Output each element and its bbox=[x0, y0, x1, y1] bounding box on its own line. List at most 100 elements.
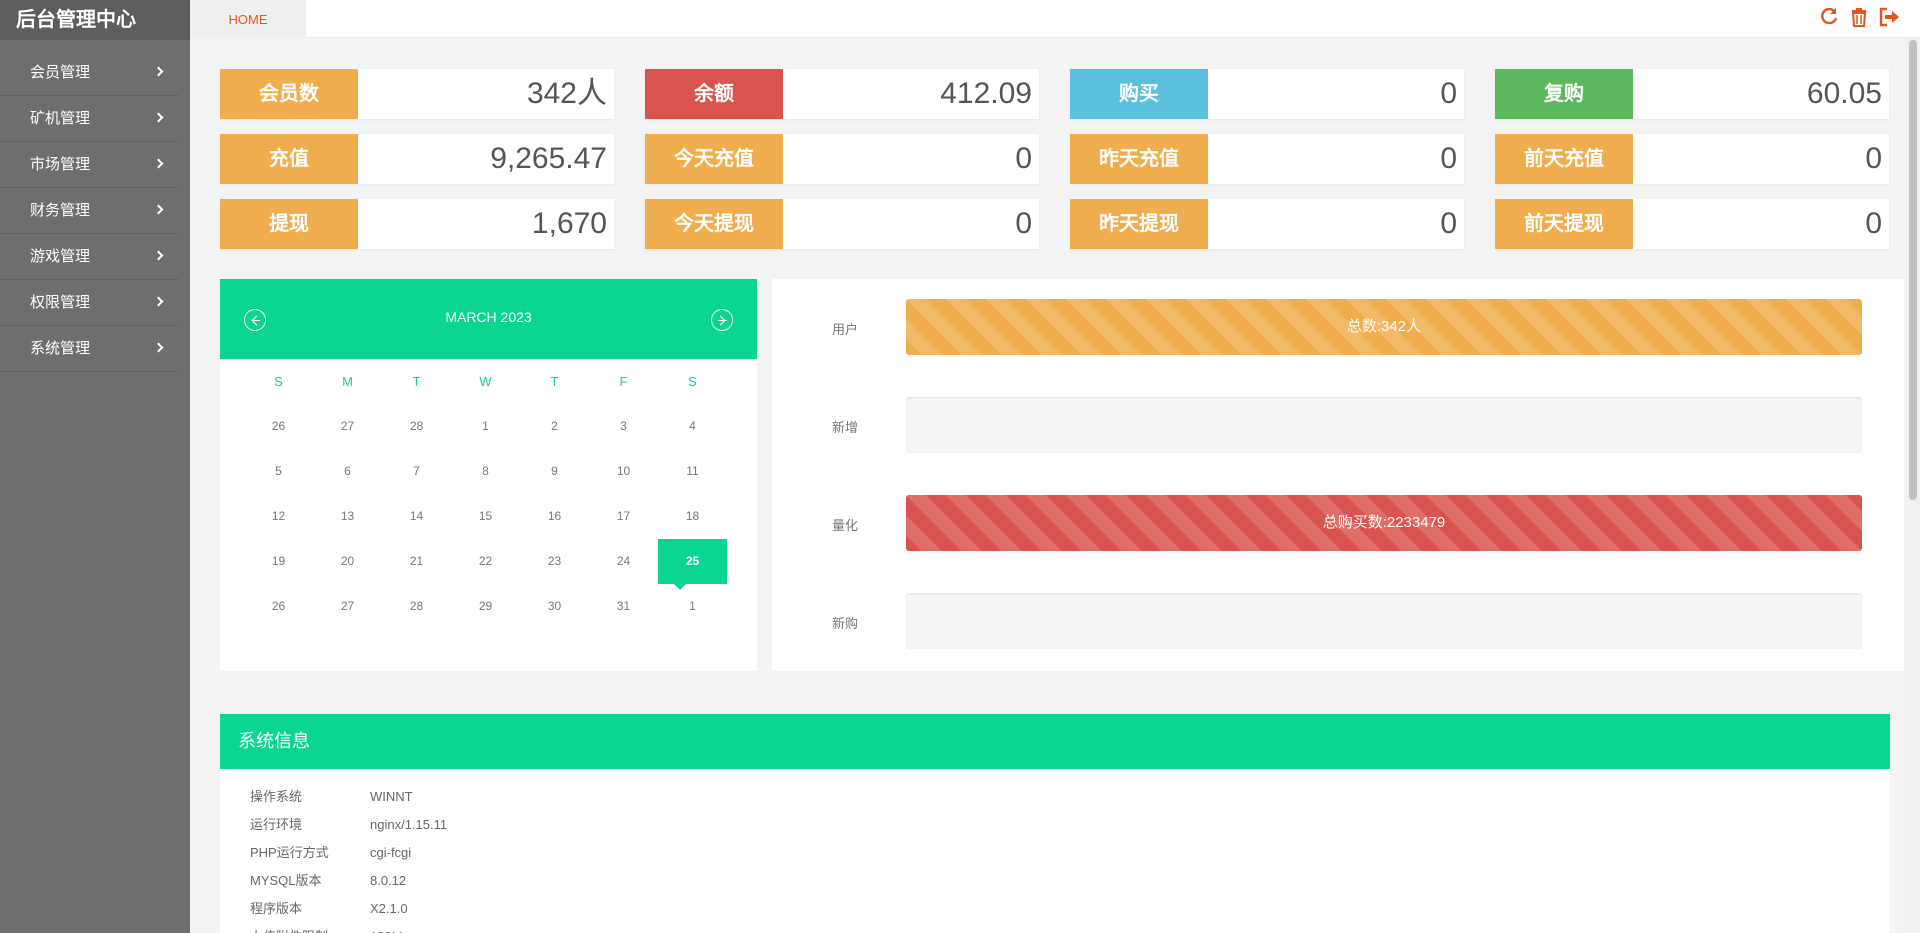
stat-label: 余额 bbox=[645, 69, 783, 119]
progress-label: 新增 bbox=[832, 420, 859, 435]
info-row: PHP运行方式 cgi-fcgi bbox=[250, 839, 1890, 867]
calendar-day[interactable]: 1 bbox=[482, 419, 489, 433]
calendar-week: 5 6 7 8 9 10 11 bbox=[244, 449, 734, 494]
arrow-right-icon[interactable] bbox=[711, 309, 733, 331]
info-key: 运行环境 bbox=[250, 817, 303, 832]
calendar-day[interactable]: 23 bbox=[547, 554, 562, 568]
stat-value: 0 bbox=[1440, 207, 1457, 240]
stat-value: 0 bbox=[1865, 142, 1882, 175]
tab-home[interactable]: HOME bbox=[190, 0, 306, 38]
sidebar-item-market[interactable]: 市场管理 bbox=[0, 142, 178, 188]
calendar-day[interactable]: 11 bbox=[686, 464, 699, 478]
calendar-day[interactable]: 27 bbox=[340, 599, 355, 613]
calendar-day[interactable]: 17 bbox=[616, 509, 631, 523]
progress-panel: 用户 总数:342人 新增 量化 总购买数:2233479 新购 bbox=[772, 279, 1904, 671]
scrollbar-thumb[interactable] bbox=[1909, 40, 1917, 500]
calendar-day[interactable]: 19 bbox=[271, 554, 286, 568]
calendar-day[interactable]: 26 bbox=[271, 419, 286, 433]
stat-withdraw-daybefore: 前天提现 0 bbox=[1495, 199, 1889, 249]
calendar-day[interactable]: 5 bbox=[275, 464, 282, 478]
calendar-day[interactable]: 18 bbox=[685, 509, 700, 523]
trash-icon[interactable] bbox=[1848, 6, 1870, 28]
scrollbar[interactable] bbox=[1906, 38, 1920, 933]
info-row: 程序版本 X2.1.0 bbox=[250, 895, 1890, 923]
calendar-day[interactable]: 22 bbox=[478, 554, 493, 568]
stat-label: 前天提现 bbox=[1495, 199, 1633, 249]
calendar-day-selected[interactable]: 25 bbox=[658, 539, 727, 590]
sidebar-nav: 会员管理 矿机管理 市场管理 财务管理 游戏管理 权限管理 系统管理 bbox=[0, 50, 190, 372]
sidebar-item-label: 会员管理 bbox=[30, 64, 91, 81]
stat-label: 提现 bbox=[220, 199, 358, 249]
sidebar-item-label: 游戏管理 bbox=[30, 248, 91, 265]
calendar-day[interactable]: 2 bbox=[551, 419, 558, 433]
stat-repurchase: 复购 60.05 bbox=[1495, 69, 1889, 119]
calendar-day[interactable]: 4 bbox=[689, 419, 696, 433]
stat-value: 0 bbox=[1440, 77, 1457, 110]
calendar-month: MARCH 2023 bbox=[445, 309, 532, 325]
sidebar-item-members[interactable]: 会员管理 bbox=[0, 50, 178, 96]
info-key: 程序版本 bbox=[250, 901, 303, 916]
weekday-label: T bbox=[412, 374, 421, 389]
info-key: MYSQL版本 bbox=[250, 873, 322, 888]
sidebar-item-system[interactable]: 系统管理 bbox=[0, 326, 178, 372]
calendar-day[interactable]: 3 bbox=[620, 419, 627, 433]
sidebar-item-permissions[interactable]: 权限管理 bbox=[0, 280, 178, 326]
stats-grid: 会员数 342人 余额 412.09 购买 0 复购 60.05 充值 9,26… bbox=[220, 69, 1890, 249]
sidebar-item-label: 系统管理 bbox=[30, 340, 91, 357]
calendar-week: 12 13 14 15 16 17 18 bbox=[244, 494, 734, 539]
calendar-grid: S M T W T F S 26 27 28 1 2 3 4 5 6 7 bbox=[244, 359, 734, 629]
main-content: 会员数 342人 余额 412.09 购买 0 复购 60.05 充值 9,26… bbox=[220, 69, 1904, 933]
calendar-day[interactable]: 28 bbox=[409, 599, 424, 613]
calendar-day[interactable]: 16 bbox=[547, 509, 562, 523]
calendar-day[interactable]: 8 bbox=[482, 464, 489, 478]
refresh-icon[interactable] bbox=[1818, 6, 1840, 28]
stat-recharge-yesterday: 昨天充值 0 bbox=[1070, 134, 1464, 184]
progress-label: 量化 bbox=[832, 518, 859, 533]
calendar-day[interactable]: 6 bbox=[344, 464, 351, 478]
calendar-day[interactable]: 1 bbox=[689, 599, 696, 613]
calendar-day[interactable]: 26 bbox=[271, 599, 286, 613]
progress-row-quant: 量化 总购买数:2233479 bbox=[772, 495, 1904, 551]
info-value: X2.1.0 bbox=[370, 901, 408, 916]
stat-value: 342人 bbox=[526, 77, 607, 110]
calendar-week: 19 20 21 22 23 24 25 bbox=[244, 539, 734, 590]
calendar-day[interactable]: 7 bbox=[413, 464, 420, 478]
chevron-right-icon bbox=[153, 342, 164, 353]
calendar-day[interactable]: 31 bbox=[616, 599, 631, 613]
system-info-panel: 系统信息 操作系统 WINNT 运行环境 nginx/1.15.11 PHP运行… bbox=[220, 714, 1890, 933]
calendar-day[interactable]: 9 bbox=[551, 464, 558, 478]
chevron-right-icon bbox=[153, 66, 164, 77]
calendar-day[interactable]: 14 bbox=[409, 509, 424, 523]
calendar-day[interactable]: 30 bbox=[547, 599, 562, 613]
weekday-label: S bbox=[688, 374, 697, 389]
info-key: 操作系统 bbox=[250, 789, 303, 804]
arrow-left-icon[interactable] bbox=[244, 309, 266, 331]
sidebar-item-games[interactable]: 游戏管理 bbox=[0, 234, 178, 280]
stat-label: 会员数 bbox=[220, 69, 358, 119]
calendar-day[interactable]: 27 bbox=[340, 419, 355, 433]
stat-recharge-daybefore: 前天充值 0 bbox=[1495, 134, 1889, 184]
sidebar-item-finance[interactable]: 财务管理 bbox=[0, 188, 178, 234]
calendar-day[interactable]: 12 bbox=[271, 509, 286, 523]
calendar-day[interactable]: 21 bbox=[409, 554, 424, 568]
stat-value: 1,670 bbox=[531, 207, 607, 240]
chevron-right-icon bbox=[153, 296, 164, 307]
info-row: 运行环境 nginx/1.15.11 bbox=[250, 811, 1890, 839]
calendar-day[interactable]: 10 bbox=[616, 464, 631, 478]
stat-label: 前天充值 bbox=[1495, 134, 1633, 184]
app-title: 后台管理中心 bbox=[0, 0, 190, 40]
sidebar-item-miners[interactable]: 矿机管理 bbox=[0, 96, 178, 142]
calendar-day[interactable]: 24 bbox=[616, 554, 631, 568]
calendar-day[interactable]: 15 bbox=[478, 509, 493, 523]
info-value: cgi-fcgi bbox=[370, 845, 412, 860]
logout-icon[interactable] bbox=[1878, 6, 1900, 28]
calendar-day[interactable]: 13 bbox=[340, 509, 355, 523]
stat-value: 0 bbox=[1865, 207, 1882, 240]
top-bar: HOME bbox=[190, 0, 1920, 38]
weekday-label: M bbox=[342, 374, 353, 389]
calendar-day[interactable]: 20 bbox=[340, 554, 355, 568]
progress-row-new: 新增 bbox=[772, 397, 1904, 453]
calendar-day[interactable]: 29 bbox=[478, 599, 493, 613]
calendar-day[interactable]: 28 bbox=[409, 419, 424, 433]
stat-withdraw-yesterday: 昨天提现 0 bbox=[1070, 199, 1464, 249]
